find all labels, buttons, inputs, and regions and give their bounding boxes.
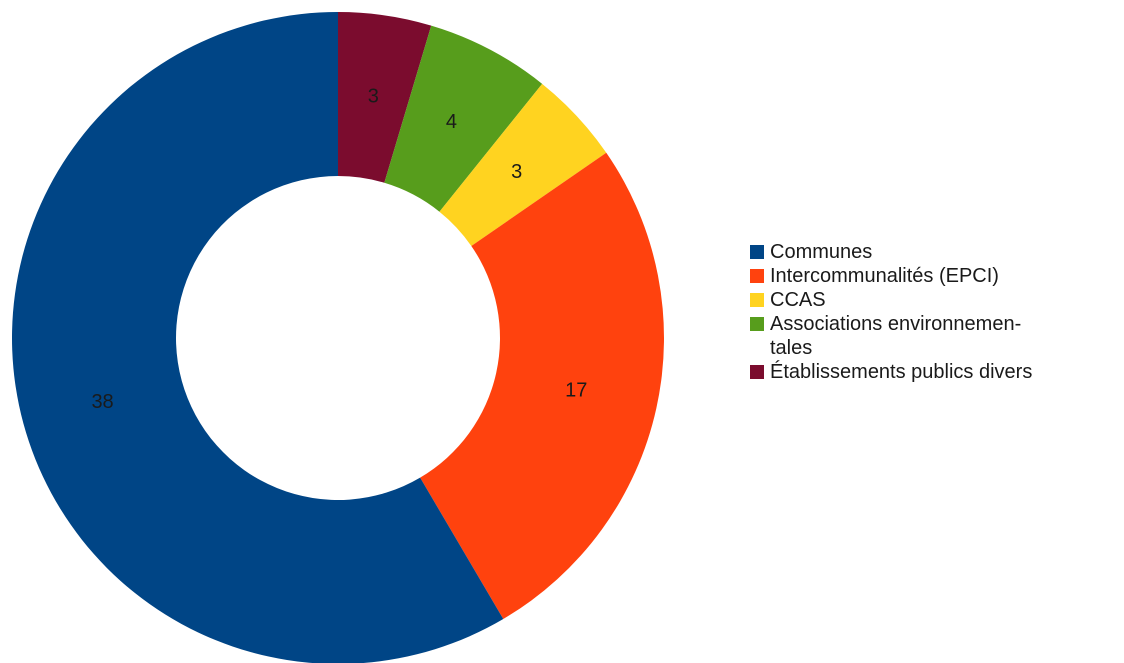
legend-swatch	[750, 269, 764, 283]
legend-item-associations: Associations environnemen- tales	[750, 312, 1120, 360]
legend-label: Intercommunalités (EPCI)	[770, 265, 999, 287]
legend-swatch	[750, 245, 764, 259]
slices-layer	[12, 12, 664, 663]
slice-value-label: 38	[91, 391, 113, 413]
legend-item-communes: Communes	[750, 240, 1120, 264]
legend-swatch	[750, 317, 764, 331]
legend-label: Associations environnemen- tales	[770, 313, 1022, 359]
slice-value-label: 17	[565, 380, 587, 402]
legend-item-intercommunalites: Intercommunalités (EPCI)	[750, 264, 1120, 288]
legend-swatch	[750, 365, 764, 379]
legend-item-ccas: CCAS	[750, 288, 1120, 312]
donut-slice-ccas	[439, 83, 607, 246]
legend-item-etablissements: Établissements publics divers	[750, 360, 1120, 384]
legend-label: Communes	[770, 241, 873, 263]
legend: Communes Intercommunalités (EPCI) CCAS A…	[750, 240, 1120, 384]
slice-value-label: 3	[511, 161, 522, 183]
donut-slice-etablissements-publics-divers	[338, 12, 432, 183]
donut-slice-intercommunalites-epci	[420, 152, 664, 620]
labels-layer: 3 4 3 17 38	[91, 86, 587, 414]
slice-value-label: 3	[368, 86, 379, 108]
legend-swatch	[750, 293, 764, 307]
legend-label: CCAS	[770, 289, 826, 311]
slice-value-label: 4	[446, 111, 457, 133]
donut-slice-associations-environnemen-tales	[384, 25, 543, 212]
legend-label: Établissements publics divers	[770, 361, 1033, 383]
donut-slice-communes	[12, 12, 504, 663]
